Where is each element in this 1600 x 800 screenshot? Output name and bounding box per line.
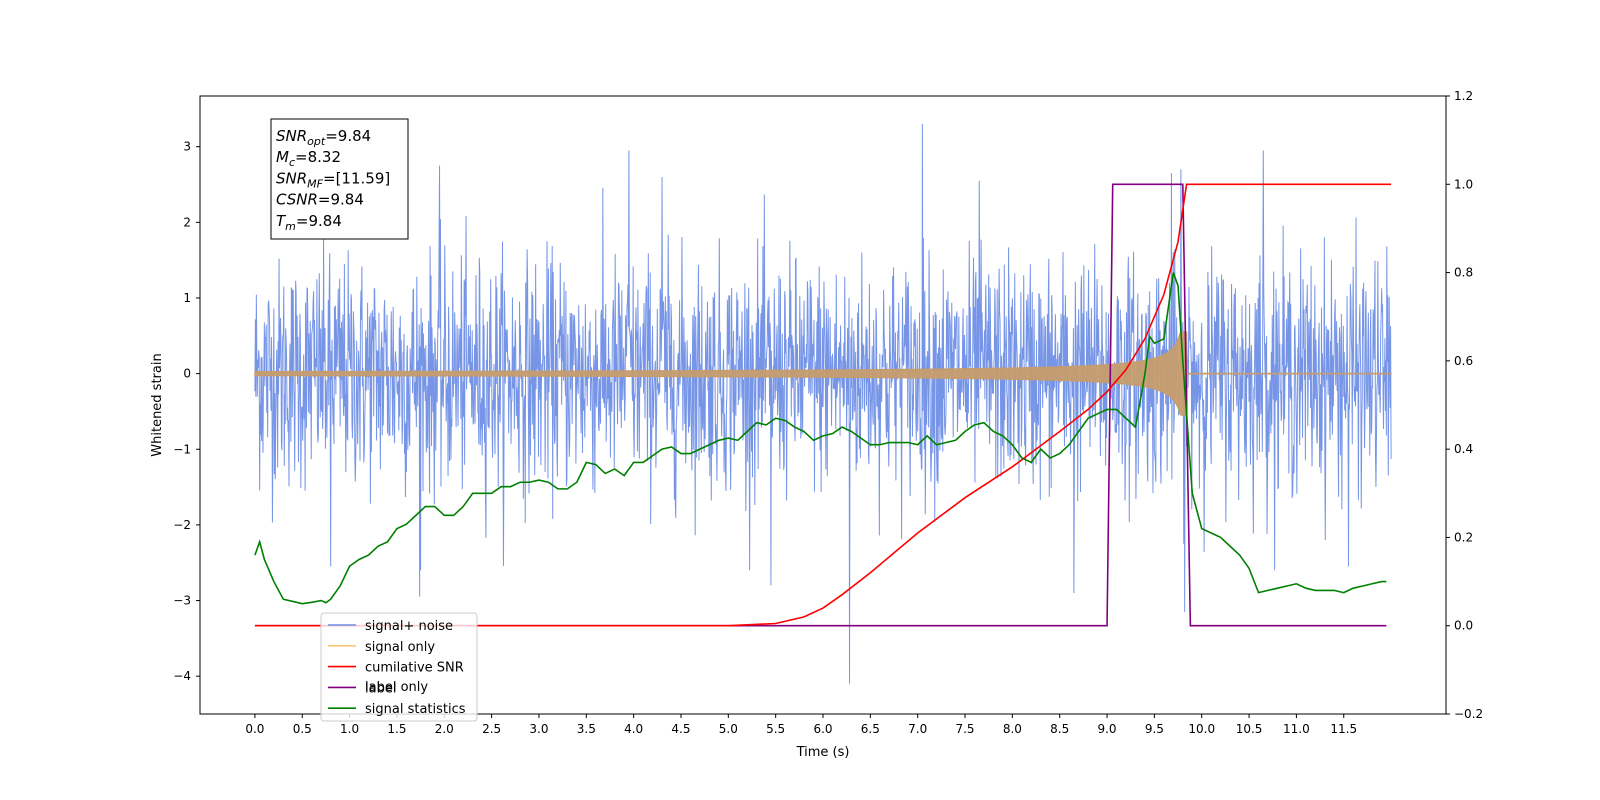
y-left-tick-label: 2 [183,215,191,229]
x-tick-label: 2.0 [435,722,454,736]
legend-label: signal statistics [365,702,466,717]
annotation-value: =9.84 [318,191,364,209]
x-tick-label: 11.5 [1330,722,1357,736]
y-left-tick-label: 1 [183,291,191,305]
annotation-value: =[11.59] [323,169,390,187]
annotation-line: Tm=9.84 [276,212,342,233]
annotation-subscript: MF [307,177,323,190]
y-right-tick-label: 0.8 [1454,266,1473,280]
x-tick-label: 4.0 [624,722,643,736]
x-tick-label: 1.0 [340,722,359,736]
annotation-symbol: SNR [276,127,307,145]
annotation-line: Mc=8.32 [276,148,341,169]
y-right-tick-label: 1.2 [1454,89,1473,103]
x-tick-label: 5.5 [766,722,785,736]
annotation-subscript: m [285,220,296,233]
cumulative-snr-line [254,183,1392,627]
signal-only-chirp [254,331,1392,416]
x-tick-label: 8.0 [1003,722,1022,736]
x-tick-label: 2.5 [482,722,501,736]
x-tick-label: 4.5 [671,722,690,736]
x-tick-label: 7.5 [955,722,974,736]
x-tick-label: 7.0 [908,722,927,736]
y-right-tick-label: 0.0 [1454,619,1473,633]
annotation-line: SNRopt=9.84 [276,127,371,148]
legend-label: cumilative SNR [365,661,464,676]
legend-label: label [365,681,396,696]
annotation-symbol: T [276,212,287,230]
annotation-box: SNRopt=9.84Mc=8.32SNRMF=[11.59]CSNR=9.84… [270,118,409,240]
signal-statistics-line [254,272,1387,605]
y-right-tick-label: 0.2 [1454,530,1473,544]
annotation-line: CSNR=9.84 [276,191,364,209]
annotation-symbol: CSNR [276,191,318,209]
axes-layer: 0.0 0.5 1.0 1.5 2.0 2.5 3.0 3.5 4.0 4.5 5.0 5.5 6.0 6… [173,89,1483,736]
y-right-tick-label: 1.0 [1454,177,1473,191]
x-tick-label: 10.5 [1236,722,1263,736]
annotation-subscript: c [289,156,295,169]
legend-frame [320,612,478,722]
annotation-frame [270,118,409,240]
x-tick-label: 5.0 [719,722,738,736]
y-axis-label: Whitened strain [150,353,165,456]
y-right-tick-label: −0.2 [1454,707,1483,721]
x-tick-label: 9.5 [1145,722,1164,736]
x-tick-label: 0.5 [293,722,312,736]
y-left-tick-label: −2 [173,518,191,532]
y-left-tick-label: 3 [183,140,191,154]
x-tick-label: 1.5 [387,722,406,736]
x-tick-label: 3.0 [529,722,548,736]
x-tick-label: 6.0 [813,722,832,736]
annotation-value: =9.84 [325,127,371,145]
annotation-symbol: M [276,148,289,166]
annotation-subscript: opt [307,135,326,148]
legend-label: signal only [365,640,435,655]
y-left-tick-label: −4 [173,669,191,683]
annotation-symbol: SNR [276,169,307,187]
annotation-value: =9.84 [296,212,342,230]
legend-hidden-entry: label only [365,680,428,695]
x-tick-label: 6.5 [861,722,880,736]
signal-plus-noise-line [254,123,1392,684]
series-layer [254,123,1392,684]
x-axis-label: Time (s) [796,745,850,760]
y-left-tick-label: 0 [183,367,191,381]
legend-label: signal+ noise [365,619,453,634]
y-right-tick-label: 0.6 [1454,354,1473,368]
label-line [254,183,1387,627]
y-left-tick-label: −1 [173,442,191,456]
x-tick-label: 9.0 [1097,722,1116,736]
x-tick-label: 10.0 [1188,722,1215,736]
annotation-value: =8.32 [295,148,341,166]
legend: label only signal+ noise signal only cumila… [320,612,478,722]
x-tick-label: 11.0 [1283,722,1310,736]
x-tick-label: 3.5 [577,722,596,736]
y-right-tick-label: 0.4 [1454,442,1473,456]
x-tick-label: 0.0 [245,722,264,736]
annotation-line: SNRMF=[11.59] [276,169,390,190]
x-tick-label: 8.5 [1050,722,1069,736]
y-left-tick-label: −3 [173,594,191,608]
